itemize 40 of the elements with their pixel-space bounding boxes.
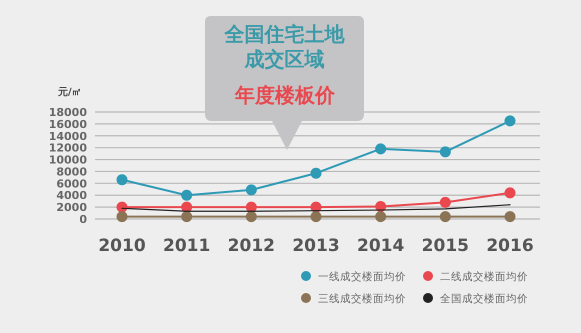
y-tick-label: 8000 [56,165,88,178]
point [246,184,257,196]
chart-subtitle: 年度楼板价 [234,83,336,107]
point [116,174,128,186]
y-tick-label: 12000 [48,142,88,155]
point [246,211,257,222]
x-tick-label: 2010 [98,236,146,256]
point [440,146,451,158]
y-tick-label: 6000 [56,177,88,190]
point [375,211,386,222]
point [504,211,516,222]
y-axis-title: 元/㎡ [57,86,82,98]
x-tick-label: 2016 [486,236,534,256]
legend-label: 一线成交楼面均价 [318,270,406,283]
y-tick-label: 4000 [56,189,88,202]
y-tick-label: 0 [79,213,88,226]
legend-label: 三线成交楼面均价 [318,292,406,305]
point [375,143,386,154]
x-tick-label: 2012 [228,236,275,256]
y-tick-label: 16000 [48,118,88,131]
point [504,115,516,126]
legend-label: 全国成交楼面均价 [440,292,528,305]
point [504,187,516,198]
y-tick-label: 14000 [48,130,88,143]
point [440,196,451,208]
y-tick-label: 18000 [48,106,88,119]
x-tick-label: 2011 [163,236,210,256]
point [181,211,192,222]
point [116,211,128,222]
legend-label: 二线成交楼面均价 [440,270,528,283]
x-tick-label: 2013 [292,236,340,256]
x-tick-label: 2015 [422,236,469,256]
chart-title: 全国住宅土地成交区域 [224,22,346,72]
x-tick-label: 2014 [357,236,404,256]
point [310,168,322,179]
point [310,211,322,222]
y-tick-label: 2000 [56,201,88,214]
point [181,190,192,201]
point [440,211,451,222]
y-tick-label: 10000 [48,154,88,167]
